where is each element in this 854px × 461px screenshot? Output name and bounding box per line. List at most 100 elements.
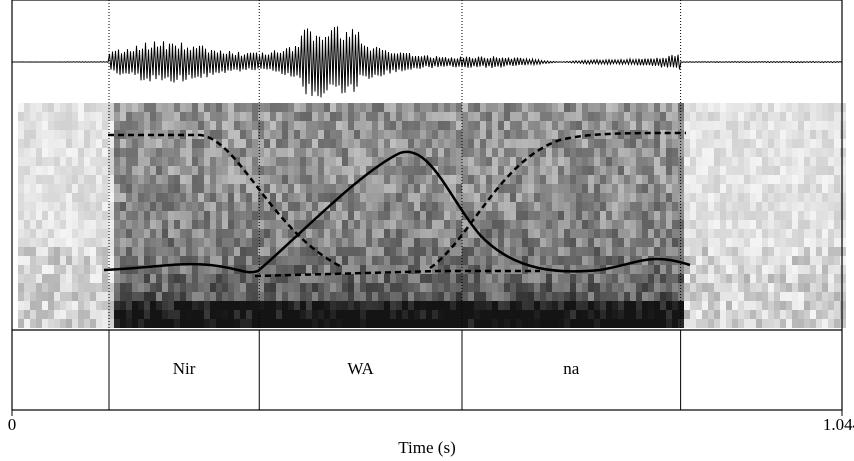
spectrogram-cell [96, 157, 102, 166]
spectrogram-cell [222, 130, 228, 139]
spectrogram-cell [738, 139, 744, 148]
spectrogram-cell [522, 175, 528, 184]
spectrogram-cell [174, 247, 180, 256]
spectrogram-cell [576, 283, 582, 292]
spectrogram-cell [558, 310, 564, 319]
spectrogram-cell [492, 319, 498, 328]
spectrogram-cell [624, 193, 630, 202]
spectrogram-cell [624, 121, 630, 130]
spectrogram-cell [396, 112, 402, 121]
spectrogram-cell [804, 202, 810, 211]
spectrogram-cell [414, 211, 420, 220]
spectrogram-cell [450, 112, 456, 121]
spectrogram-cell [618, 121, 624, 130]
spectrogram-cell [768, 292, 774, 301]
spectrogram-cell [96, 148, 102, 157]
spectrogram-cell [744, 220, 750, 229]
spectrogram-cell [660, 103, 666, 112]
spectrogram-cell [30, 265, 36, 274]
spectrogram-cell [720, 292, 726, 301]
spectrogram-cell [66, 121, 72, 130]
spectrogram-cell [402, 103, 408, 112]
spectrogram-cell [762, 238, 768, 247]
spectrogram-cell [216, 112, 222, 121]
spectrogram-cell [276, 193, 282, 202]
spectrogram-cell [84, 157, 90, 166]
spectrogram-cell [240, 319, 246, 328]
spectrogram-cell [570, 103, 576, 112]
spectrogram-cell [360, 157, 366, 166]
spectrogram-cell [822, 292, 828, 301]
spectrogram-cell [690, 148, 696, 157]
spectrogram-cell [240, 220, 246, 229]
spectrogram-cell [96, 310, 102, 319]
spectrogram-cell [786, 148, 792, 157]
spectrogram-cell [816, 256, 822, 265]
spectrogram-cell [474, 238, 480, 247]
spectrogram-cell [126, 121, 132, 130]
spectrogram-cell [438, 130, 444, 139]
spectrogram-cell [510, 247, 516, 256]
spectrogram-cell [246, 103, 252, 112]
spectrogram-cell [480, 103, 486, 112]
spectrogram-cell [306, 301, 312, 310]
spectrogram-cell [186, 139, 192, 148]
spectrogram-cell [624, 292, 630, 301]
spectrogram-cell [252, 310, 258, 319]
spectrogram-cell [822, 247, 828, 256]
spectrogram-cell [336, 166, 342, 175]
spectrogram-cell [816, 175, 822, 184]
spectrogram-cell [708, 292, 714, 301]
spectrogram-cell [744, 238, 750, 247]
spectrogram-cell [762, 175, 768, 184]
spectrogram-cell [186, 301, 192, 310]
spectrogram-cell [126, 175, 132, 184]
spectrogram-cell [162, 211, 168, 220]
spectrogram-cell [456, 319, 462, 328]
spectrogram-cell [36, 274, 42, 283]
spectrogram-cell [840, 256, 846, 265]
spectrogram-cell [816, 301, 822, 310]
spectrogram-cell [744, 193, 750, 202]
spectrogram-cell [294, 148, 300, 157]
spectrogram-cell [480, 121, 486, 130]
spectrogram-cell [684, 283, 690, 292]
spectrogram-cell [60, 121, 66, 130]
spectrogram-cell [540, 247, 546, 256]
spectrogram-cell [636, 112, 642, 121]
spectrogram-cell [108, 166, 114, 175]
spectrogram-cell [30, 274, 36, 283]
spectrogram-cell [270, 166, 276, 175]
spectrogram-cell [606, 283, 612, 292]
spectrogram-cell [408, 112, 414, 121]
spectrogram-cell [504, 193, 510, 202]
spectrogram-cell [780, 247, 786, 256]
spectrogram-cell [654, 220, 660, 229]
spectrogram-cell [252, 193, 258, 202]
spectrogram-cell [828, 220, 834, 229]
spectrogram-cell [648, 211, 654, 220]
spectrogram-cell [582, 139, 588, 148]
spectrogram-cell [582, 283, 588, 292]
spectrogram-cell [774, 220, 780, 229]
spectrogram-cell [150, 229, 156, 238]
spectrogram-cell [432, 112, 438, 121]
spectrogram-cell [594, 319, 600, 328]
spectrogram-cell [720, 184, 726, 193]
spectrogram-cell [486, 310, 492, 319]
spectrogram-cell [648, 202, 654, 211]
spectrogram-cell [438, 166, 444, 175]
spectrogram-cell [522, 238, 528, 247]
spectrogram-cell [348, 319, 354, 328]
spectrogram-cell [642, 220, 648, 229]
spectrogram-cell [324, 211, 330, 220]
spectrogram-cell [24, 139, 30, 148]
spectrogram-cell [654, 202, 660, 211]
spectrogram-cell [672, 175, 678, 184]
spectrogram-cell [270, 220, 276, 229]
spectrogram-cell [780, 211, 786, 220]
spectrogram-cell [612, 175, 618, 184]
spectrogram-cell [432, 157, 438, 166]
spectrogram-cell [348, 130, 354, 139]
spectrogram-cell [810, 130, 816, 139]
